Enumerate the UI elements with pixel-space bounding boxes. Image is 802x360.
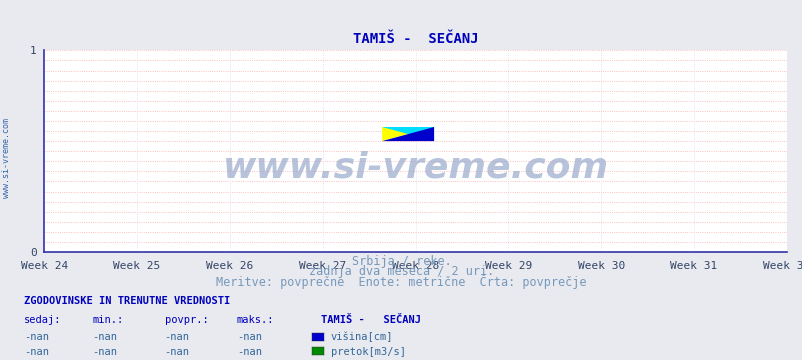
Title: TAMIŠ -  SEČANJ: TAMIŠ - SEČANJ: [352, 32, 478, 46]
Text: -nan: -nan: [24, 332, 49, 342]
Text: TAMIŠ -   SEČANJ: TAMIŠ - SEČANJ: [321, 315, 421, 325]
Text: -nan: -nan: [92, 332, 117, 342]
Text: www.si-vreme.com: www.si-vreme.com: [222, 150, 608, 184]
Text: -nan: -nan: [24, 347, 49, 357]
Text: maks.:: maks.:: [237, 315, 274, 325]
Text: www.si-vreme.com: www.si-vreme.com: [2, 118, 11, 198]
Text: višina[cm]: višina[cm]: [330, 332, 393, 342]
Text: sedaj:: sedaj:: [24, 315, 62, 325]
Text: Meritve: povprečne  Enote: metrične  Črta: povprečje: Meritve: povprečne Enote: metrične Črta:…: [216, 274, 586, 289]
Text: -nan: -nan: [237, 347, 261, 357]
Text: Srbija / reke.: Srbija / reke.: [351, 255, 451, 267]
Polygon shape: [382, 127, 434, 141]
Polygon shape: [382, 127, 434, 141]
Text: -nan: -nan: [237, 332, 261, 342]
Text: min.:: min.:: [92, 315, 124, 325]
Text: -nan: -nan: [164, 332, 189, 342]
Text: pretok[m3/s]: pretok[m3/s]: [330, 347, 405, 357]
Text: -nan: -nan: [164, 347, 189, 357]
Text: ZGODOVINSKE IN TRENUTNE VREDNOSTI: ZGODOVINSKE IN TRENUTNE VREDNOSTI: [24, 296, 230, 306]
Text: povpr.:: povpr.:: [164, 315, 208, 325]
Polygon shape: [382, 127, 434, 141]
Text: zadnja dva meseca / 2 uri.: zadnja dva meseca / 2 uri.: [309, 265, 493, 278]
Text: -nan: -nan: [92, 347, 117, 357]
